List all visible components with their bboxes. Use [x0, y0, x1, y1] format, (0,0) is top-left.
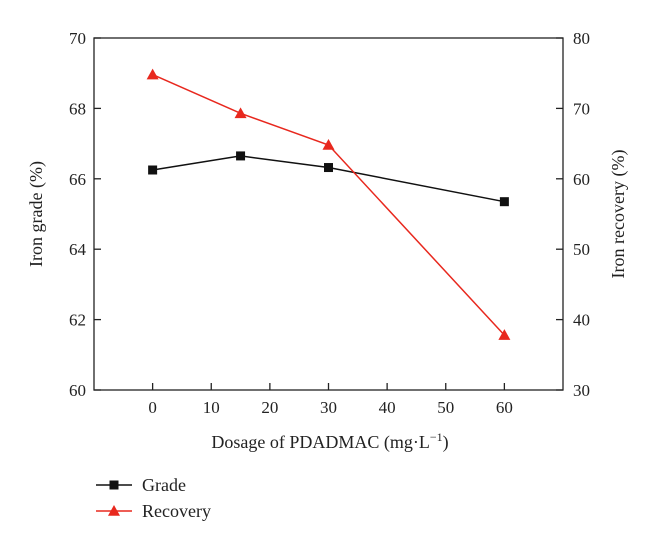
left-axis: 60 62 64 66 68 70 — [69, 29, 101, 400]
x-axis-label-close: ) — [443, 432, 449, 453]
y-left-tick-label: 70 — [69, 29, 86, 48]
y-left-tick-label: 66 — [69, 170, 86, 189]
recovery-line — [152, 73, 505, 336]
x-tick-label: 20 — [261, 398, 278, 417]
y-right-tick-label: 70 — [573, 99, 590, 118]
right-axis: 30 40 50 60 70 80 — [556, 29, 590, 400]
y-right-tick-label: 80 — [573, 29, 590, 48]
y-axis-right-label: Iron recovery (%) — [608, 150, 629, 279]
y-left-tick-label: 64 — [69, 240, 87, 259]
plot-frame — [93, 37, 564, 391]
y-right-tick-label: 60 — [573, 170, 590, 189]
plot-area — [93, 37, 564, 391]
x-tick-label: 10 — [203, 398, 220, 417]
legend-grade-label: Grade — [142, 475, 186, 495]
y-left-tick-label: 62 — [69, 311, 86, 330]
x-axis-label-sup: −1 — [430, 430, 443, 444]
grade-point — [324, 163, 333, 173]
recovery-point — [146, 68, 159, 80]
legend: Grade Recovery — [96, 475, 211, 521]
x-tick-label: 50 — [437, 398, 454, 417]
x-tick-label: 0 — [148, 398, 157, 417]
legend-recovery-marker — [108, 505, 120, 516]
y-axis-left-label: Iron grade (%) — [26, 161, 47, 267]
y-right-tick-label: 50 — [573, 240, 590, 259]
recovery-point — [234, 107, 247, 119]
x-tick-label: 40 — [379, 398, 396, 417]
grade-point — [499, 197, 509, 207]
recovery-point — [498, 329, 511, 340]
x-tick-label: 60 — [496, 398, 513, 417]
y-right-tick-label: 40 — [573, 311, 590, 330]
grade-point — [236, 151, 246, 161]
legend-recovery-label: Recovery — [142, 501, 211, 521]
recovery-point — [322, 139, 335, 150]
x-axis-label-main: Dosage of PDADMAC (mg·L — [211, 432, 429, 453]
grade-point — [148, 165, 158, 175]
bottom-axis: 0 10 20 30 40 50 60 — [148, 383, 513, 417]
x-tick-label: 30 — [320, 398, 337, 417]
legend-grade-marker — [109, 480, 119, 490]
y-left-tick-label: 60 — [69, 381, 86, 400]
y-left-tick-label: 68 — [69, 99, 86, 118]
x-axis-label: Dosage of PDADMAC (mg·L−1) — [211, 430, 448, 453]
grade-line — [152, 155, 505, 203]
y-right-tick-label: 30 — [573, 381, 590, 400]
series-layer — [146, 68, 511, 340]
